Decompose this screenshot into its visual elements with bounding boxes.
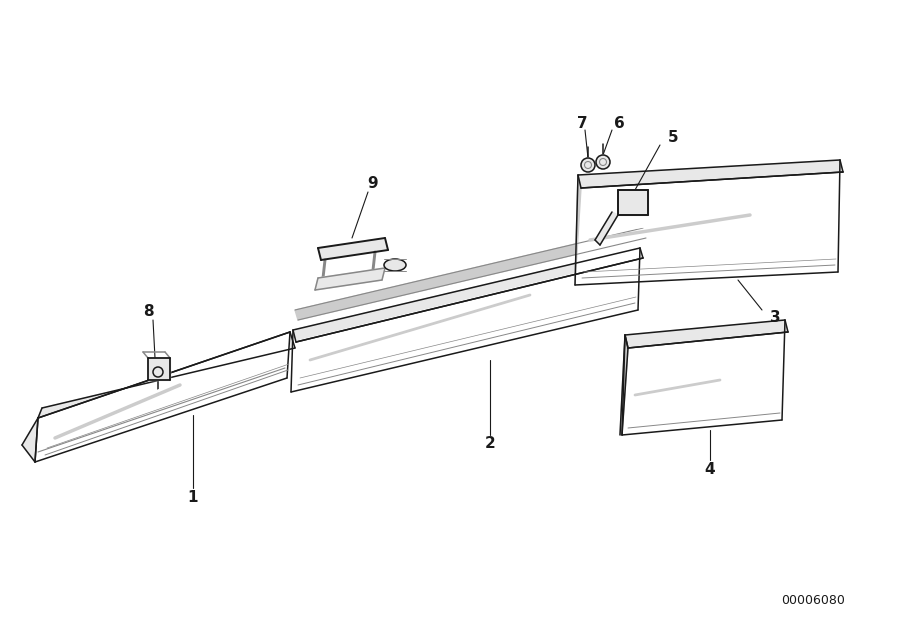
Text: 2: 2 [484, 436, 495, 451]
Polygon shape [318, 238, 388, 260]
Text: 3: 3 [770, 311, 780, 326]
Circle shape [581, 158, 595, 172]
Text: 5: 5 [668, 131, 679, 145]
Text: 00006080: 00006080 [781, 594, 845, 606]
Polygon shape [595, 212, 618, 245]
Polygon shape [22, 418, 38, 462]
Polygon shape [575, 172, 840, 285]
Polygon shape [148, 358, 170, 380]
Polygon shape [575, 175, 581, 285]
Polygon shape [622, 332, 785, 435]
Polygon shape [293, 248, 643, 342]
Polygon shape [618, 190, 648, 215]
Text: 8: 8 [143, 305, 153, 319]
Polygon shape [291, 258, 640, 392]
Ellipse shape [384, 259, 406, 271]
Text: 9: 9 [368, 175, 378, 190]
Polygon shape [620, 335, 628, 435]
Text: 7: 7 [577, 116, 588, 131]
Circle shape [153, 367, 163, 377]
Text: 4: 4 [705, 462, 716, 476]
Polygon shape [38, 332, 295, 418]
Polygon shape [35, 332, 295, 462]
Polygon shape [578, 160, 843, 188]
Text: 6: 6 [614, 116, 625, 131]
Polygon shape [35, 332, 290, 462]
Polygon shape [625, 320, 788, 348]
Polygon shape [295, 228, 646, 320]
Circle shape [596, 155, 610, 169]
Text: 1: 1 [188, 490, 198, 504]
Polygon shape [315, 268, 385, 290]
